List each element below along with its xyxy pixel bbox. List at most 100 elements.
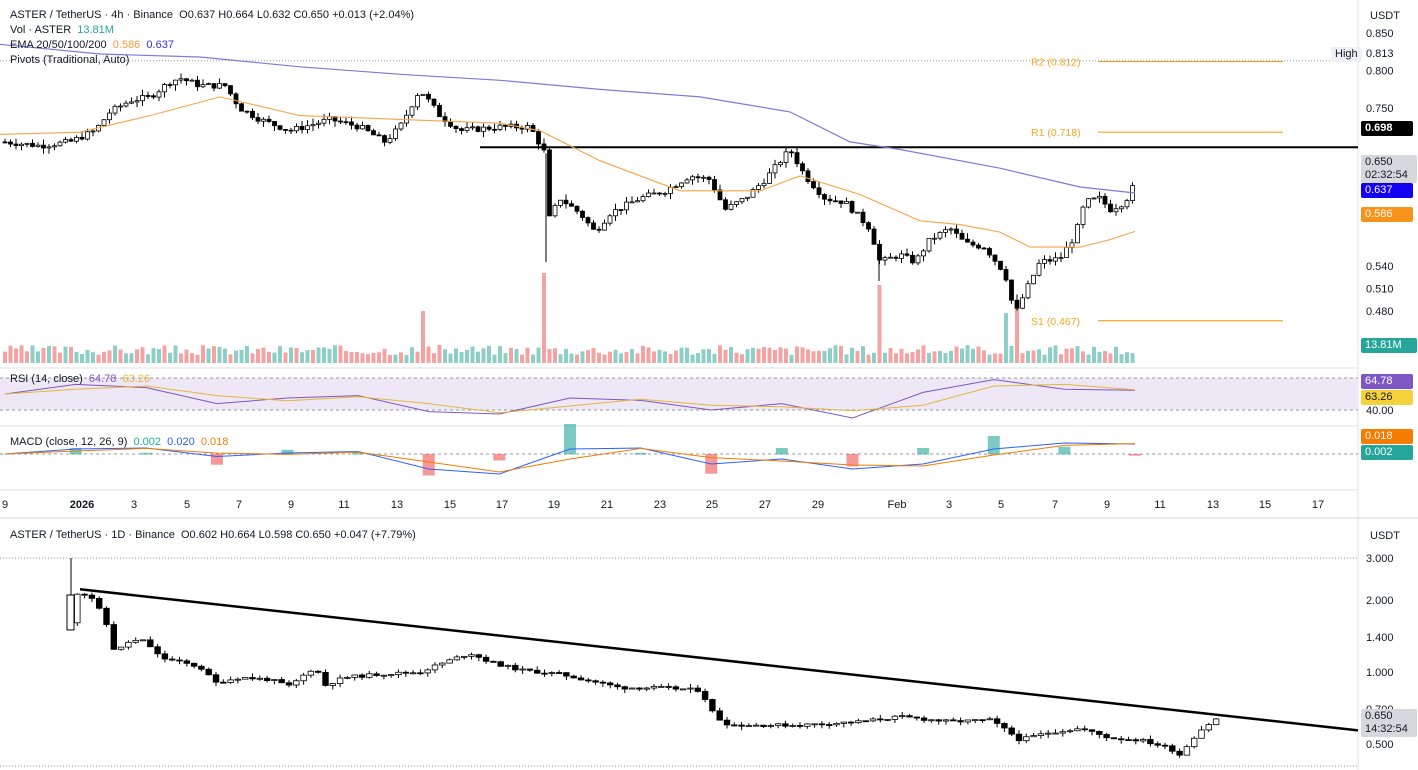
time-tick: 23 bbox=[654, 499, 666, 511]
volume-bar bbox=[976, 346, 981, 363]
candle-body bbox=[767, 172, 772, 184]
candle-body bbox=[437, 104, 442, 118]
volume-bar bbox=[426, 346, 431, 363]
volume-bar bbox=[1015, 303, 1019, 363]
candle-body bbox=[701, 176, 706, 179]
volume-bar bbox=[338, 345, 343, 363]
volume-bar bbox=[982, 350, 986, 363]
volume-bar bbox=[432, 353, 436, 363]
volume-bar bbox=[921, 345, 926, 363]
volume-bar bbox=[448, 353, 453, 363]
candle-body bbox=[2, 141, 8, 144]
volume-bar bbox=[129, 353, 134, 363]
time-tick: 25 bbox=[706, 499, 718, 511]
price-tick-1d: 3.000 bbox=[1366, 553, 1394, 565]
volume-bar bbox=[558, 354, 563, 363]
volume-bar bbox=[476, 351, 480, 363]
volume-bar bbox=[256, 348, 260, 363]
candle-body bbox=[552, 204, 558, 217]
candle-body bbox=[1031, 274, 1036, 285]
downtrend-line bbox=[79, 588, 1359, 732]
time-tick: Feb bbox=[888, 499, 907, 511]
candle-body bbox=[387, 138, 393, 143]
macd-signal-value: 0.018 bbox=[200, 436, 229, 448]
volume-bar bbox=[806, 349, 810, 363]
volume-bar bbox=[817, 350, 821, 363]
candle-body bbox=[8, 141, 13, 145]
candle-body-1d bbox=[1103, 734, 1110, 739]
candle-body-1d bbox=[942, 719, 950, 722]
candle-body-1d bbox=[534, 669, 541, 674]
candle-body-1d bbox=[950, 719, 957, 722]
macd-hist-bar bbox=[140, 452, 153, 455]
candle-body bbox=[816, 187, 822, 195]
candle-body bbox=[255, 117, 261, 122]
candle-body-1d bbox=[665, 686, 672, 688]
volume-bar bbox=[355, 352, 359, 363]
volume-bar bbox=[1097, 351, 1102, 363]
volume-bar bbox=[751, 347, 755, 363]
volume-bar bbox=[118, 349, 123, 363]
candle-body bbox=[140, 95, 145, 102]
candle-body bbox=[415, 95, 420, 108]
candle-body-1d bbox=[1161, 744, 1169, 747]
ohlc-4h: O0.637 H0.664 L0.632 C0.650 +0.013 (+2.0… bbox=[179, 9, 415, 21]
candle-body-1d bbox=[716, 710, 723, 721]
volume-bar bbox=[311, 350, 315, 363]
volume-bar bbox=[668, 353, 673, 363]
candle-body-1d bbox=[482, 656, 490, 662]
volume-bar bbox=[399, 352, 403, 363]
volume-bar bbox=[1103, 351, 1107, 363]
candle-body-1d bbox=[833, 723, 840, 726]
candle-body bbox=[756, 185, 761, 190]
candle-body bbox=[811, 181, 816, 189]
ema50-badge: 0.586 bbox=[1361, 207, 1413, 222]
volume-bar bbox=[822, 350, 827, 363]
candle-body-1d bbox=[176, 659, 183, 662]
volume-bar bbox=[679, 347, 684, 363]
volume-bar bbox=[322, 347, 326, 363]
candle-body-1d bbox=[1074, 728, 1081, 732]
candle-body bbox=[398, 122, 404, 130]
volume-bar bbox=[608, 351, 612, 363]
volume-bar bbox=[157, 349, 161, 363]
volume-bar bbox=[410, 347, 414, 363]
candle-body bbox=[1042, 259, 1047, 264]
candle-body-1d bbox=[774, 723, 782, 726]
candle-body bbox=[74, 136, 79, 142]
volume-bar bbox=[844, 354, 849, 363]
macd-hist-bar bbox=[634, 452, 647, 455]
candle-body bbox=[250, 110, 255, 118]
candle-body bbox=[217, 83, 222, 89]
candle-body bbox=[112, 105, 118, 114]
candle-body bbox=[998, 260, 1003, 270]
time-tick: 7 bbox=[1052, 499, 1058, 511]
volume-bar bbox=[85, 349, 90, 363]
candle-body bbox=[1036, 262, 1042, 276]
volume-bar bbox=[140, 347, 145, 363]
volume-bar bbox=[36, 351, 40, 363]
volume-bar bbox=[107, 350, 112, 363]
candle-body-1d bbox=[336, 677, 344, 684]
candle-body bbox=[871, 228, 877, 245]
candle-body-1d bbox=[241, 677, 249, 680]
time-tick: 19 bbox=[548, 499, 560, 511]
candle-body bbox=[1014, 299, 1020, 309]
volume-bar bbox=[239, 349, 244, 363]
time-tick: 17 bbox=[496, 499, 508, 511]
candle-body-1d bbox=[847, 721, 855, 724]
volume-bar bbox=[52, 346, 57, 363]
candle-body bbox=[459, 128, 464, 131]
macd-line-value: 0.020 bbox=[167, 436, 195, 448]
candle-body bbox=[1102, 195, 1108, 205]
candle-body bbox=[910, 254, 915, 264]
macd-hist-bar bbox=[987, 436, 1000, 455]
candle-body-1d bbox=[190, 662, 198, 667]
candle-body bbox=[976, 244, 981, 249]
macd-hist-bar bbox=[846, 454, 859, 467]
volume-bar bbox=[1081, 351, 1085, 363]
volume-bar bbox=[536, 347, 541, 363]
candle-body bbox=[525, 125, 530, 130]
candle-body-1d bbox=[796, 725, 804, 727]
